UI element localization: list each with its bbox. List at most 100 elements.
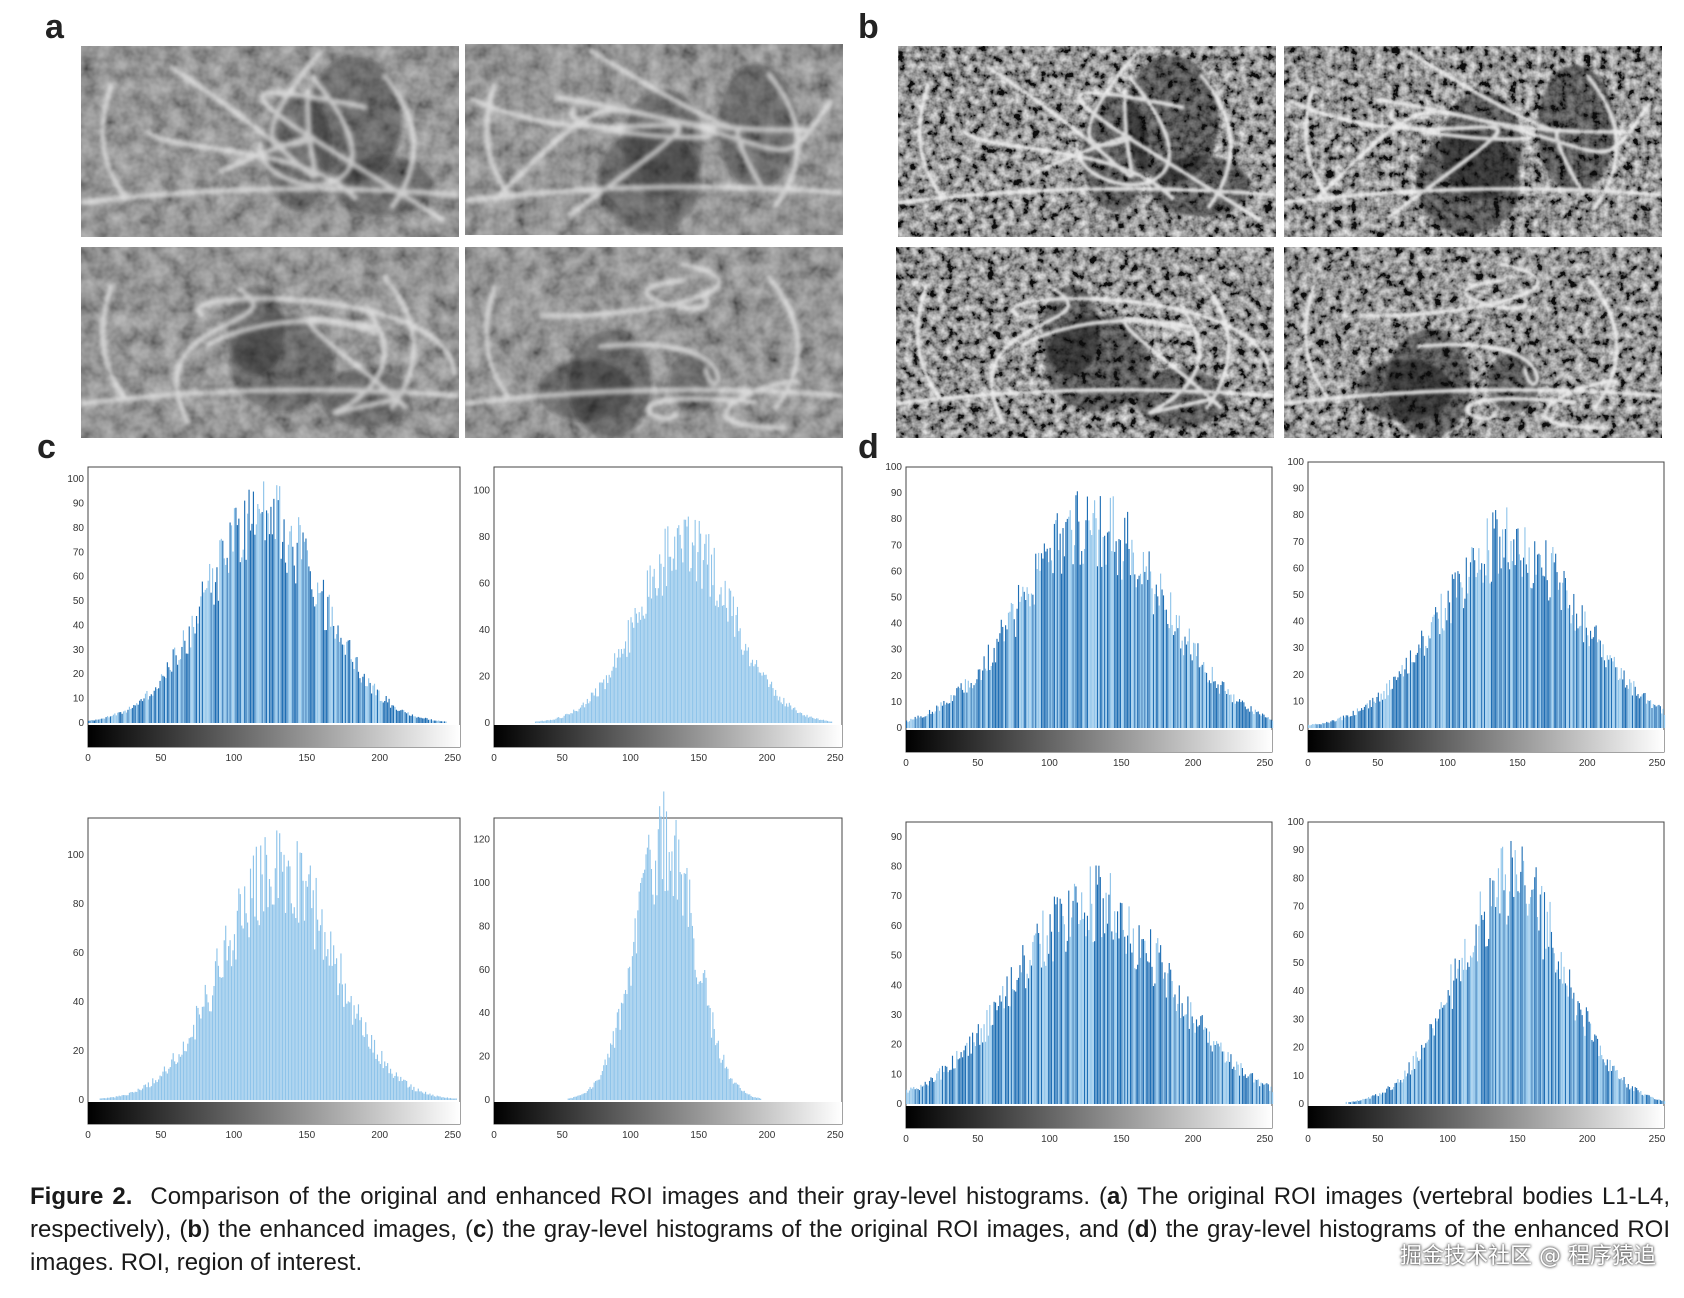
histogram-bar [1513, 539, 1515, 728]
histogram-bar [637, 910, 639, 1100]
histogram-bar [384, 1061, 386, 1100]
histogram-bar [365, 1022, 367, 1100]
histogram-bar [1226, 1061, 1228, 1104]
histogram-bar [1122, 929, 1124, 1104]
histogram-bar [1216, 688, 1218, 728]
histogram-bar [918, 1090, 921, 1104]
histogram-bar [371, 693, 373, 723]
histogram-bar [1109, 873, 1111, 1104]
histogram-bar [772, 688, 774, 723]
histogram-bar [607, 1053, 609, 1100]
histogram-bar [1502, 846, 1504, 1104]
histogram-bar [337, 995, 339, 1100]
histogram-bar [302, 880, 304, 1100]
histogram-bar [1228, 1061, 1231, 1104]
histogram-bar [1132, 552, 1134, 728]
histogram-bar [982, 670, 984, 728]
histogram-bar [1323, 723, 1325, 728]
histogram-bar [1636, 1087, 1638, 1104]
x-tick-label: 200 [759, 753, 776, 764]
histogram-bar [1168, 962, 1170, 1104]
histogram-bar [1496, 519, 1498, 728]
histogram-bar [1244, 706, 1246, 728]
histogram-bar [1085, 936, 1087, 1104]
histogram-bar [366, 1034, 368, 1100]
histogram-bar [130, 708, 132, 723]
histogram-bar [1591, 638, 1593, 728]
histogram-bar [695, 581, 698, 723]
histogram-bar [1644, 1094, 1646, 1104]
histogram-bar [1578, 626, 1580, 728]
histogram-bar [1272, 1092, 1274, 1104]
histogram-bar [451, 1098, 453, 1100]
histogram-bar [1096, 566, 1099, 728]
histogram-bar [410, 1084, 412, 1100]
histogram-bar [558, 717, 560, 723]
histogram-bar [721, 605, 723, 723]
x-tick-label: 100 [1041, 758, 1058, 769]
histogram-bar [1028, 978, 1030, 1104]
histogram-bar [697, 552, 699, 723]
histogram-bar [1197, 643, 1199, 728]
histogram-bar [627, 620, 629, 723]
histogram-bar [372, 685, 374, 723]
histogram-bar [1002, 626, 1004, 728]
histogram-bar [1065, 951, 1067, 1104]
histogram-bar [1260, 715, 1262, 728]
histogram-bar [1659, 706, 1661, 728]
histogram-bar [1142, 938, 1144, 1104]
histogram-bar [1458, 573, 1460, 728]
histogram-bar [604, 1059, 606, 1100]
histogram-bar [667, 890, 669, 1100]
histogram-bar [1430, 622, 1432, 728]
histogram-bar [1506, 507, 1508, 728]
histogram-bar [986, 1010, 988, 1104]
histogram-bar [1460, 981, 1462, 1104]
histogram-bar [1019, 601, 1021, 728]
histogram-bar [1082, 563, 1084, 728]
histogram-bar [324, 932, 326, 1100]
histogram-bar [1094, 500, 1096, 728]
histogram-bar [1455, 978, 1458, 1104]
histogram-bar [946, 702, 948, 728]
histogram-bar [1010, 967, 1012, 1104]
histogram-bar [1320, 724, 1322, 728]
histogram-bar [1449, 995, 1451, 1104]
histogram-bar [923, 1085, 925, 1104]
histogram-bar [242, 928, 244, 1100]
histogram-bar [1109, 497, 1111, 728]
histogram-bar [683, 873, 685, 1100]
histogram-bar [166, 662, 168, 723]
histogram-bar [365, 686, 367, 723]
histogram-bar [1590, 1023, 1592, 1104]
histogram-bar [363, 1036, 365, 1100]
histogram-bar [1476, 572, 1479, 728]
x-tick-label: 0 [1305, 1134, 1311, 1145]
histogram-bar [420, 717, 422, 723]
histogram-bar [1503, 890, 1505, 1104]
histogram-bar [144, 693, 147, 723]
histogram-bar [671, 570, 673, 723]
histogram-bar [1601, 1055, 1603, 1104]
histogram-bar [739, 1087, 741, 1100]
x-tick-label: 250 [827, 1130, 844, 1141]
histogram-bar [1180, 648, 1182, 728]
histogram-bar [1486, 946, 1488, 1104]
histogram-bar [593, 695, 595, 723]
histogram-bar [996, 638, 998, 728]
histogram-bar [311, 908, 313, 1100]
histogram-bar [115, 715, 117, 723]
histogram-bar [753, 666, 755, 723]
histogram-bar [159, 1075, 161, 1100]
histogram-bar [803, 715, 805, 723]
histogram-bar [911, 1088, 913, 1104]
histogram-bar [261, 874, 263, 1100]
histogram-bar [296, 841, 298, 1100]
histogram-bar [1128, 548, 1130, 728]
histogram-bar [283, 854, 285, 1100]
x-tick-label: 150 [298, 753, 315, 764]
histogram-bar [226, 960, 228, 1100]
histogram-bar [686, 526, 688, 723]
histogram-bar [159, 680, 161, 723]
histogram-bar [175, 1064, 177, 1100]
